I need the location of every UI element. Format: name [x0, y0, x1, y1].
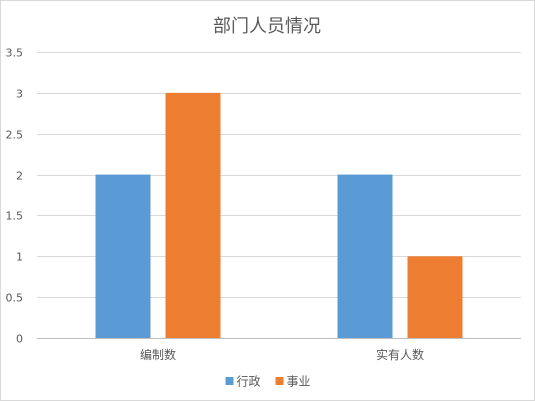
y-tick-label: 2	[16, 170, 23, 183]
legend-swatch	[225, 377, 234, 385]
bar-series1	[337, 174, 393, 338]
y-tick-label: 1.5	[6, 210, 24, 223]
bar-series1	[95, 174, 151, 338]
bar-series2	[165, 92, 221, 338]
x-axis-categories: 编制数 实有人数	[140, 347, 424, 362]
chart-title: 部门人员情况	[213, 16, 321, 37]
legend: 行政 事业	[225, 375, 311, 389]
y-axis-ticks: 0 0.5 1 1.5 2 2.5 3 3.5	[6, 47, 24, 346]
legend-swatch	[275, 377, 284, 385]
legend-label: 事业	[287, 375, 311, 389]
y-tick-label: 2.5	[6, 129, 24, 142]
y-tick-label: 1	[16, 251, 23, 264]
x-category-label: 编制数	[140, 347, 176, 362]
y-tick-label: 3	[16, 88, 23, 101]
y-tick-label: 0	[16, 333, 23, 346]
bars	[95, 92, 463, 338]
legend-label: 行政	[237, 375, 261, 389]
y-tick-label: 3.5	[6, 47, 24, 60]
bar-series2	[407, 256, 463, 338]
y-tick-label: 0.5	[6, 292, 24, 305]
x-category-label: 实有人数	[376, 347, 424, 362]
